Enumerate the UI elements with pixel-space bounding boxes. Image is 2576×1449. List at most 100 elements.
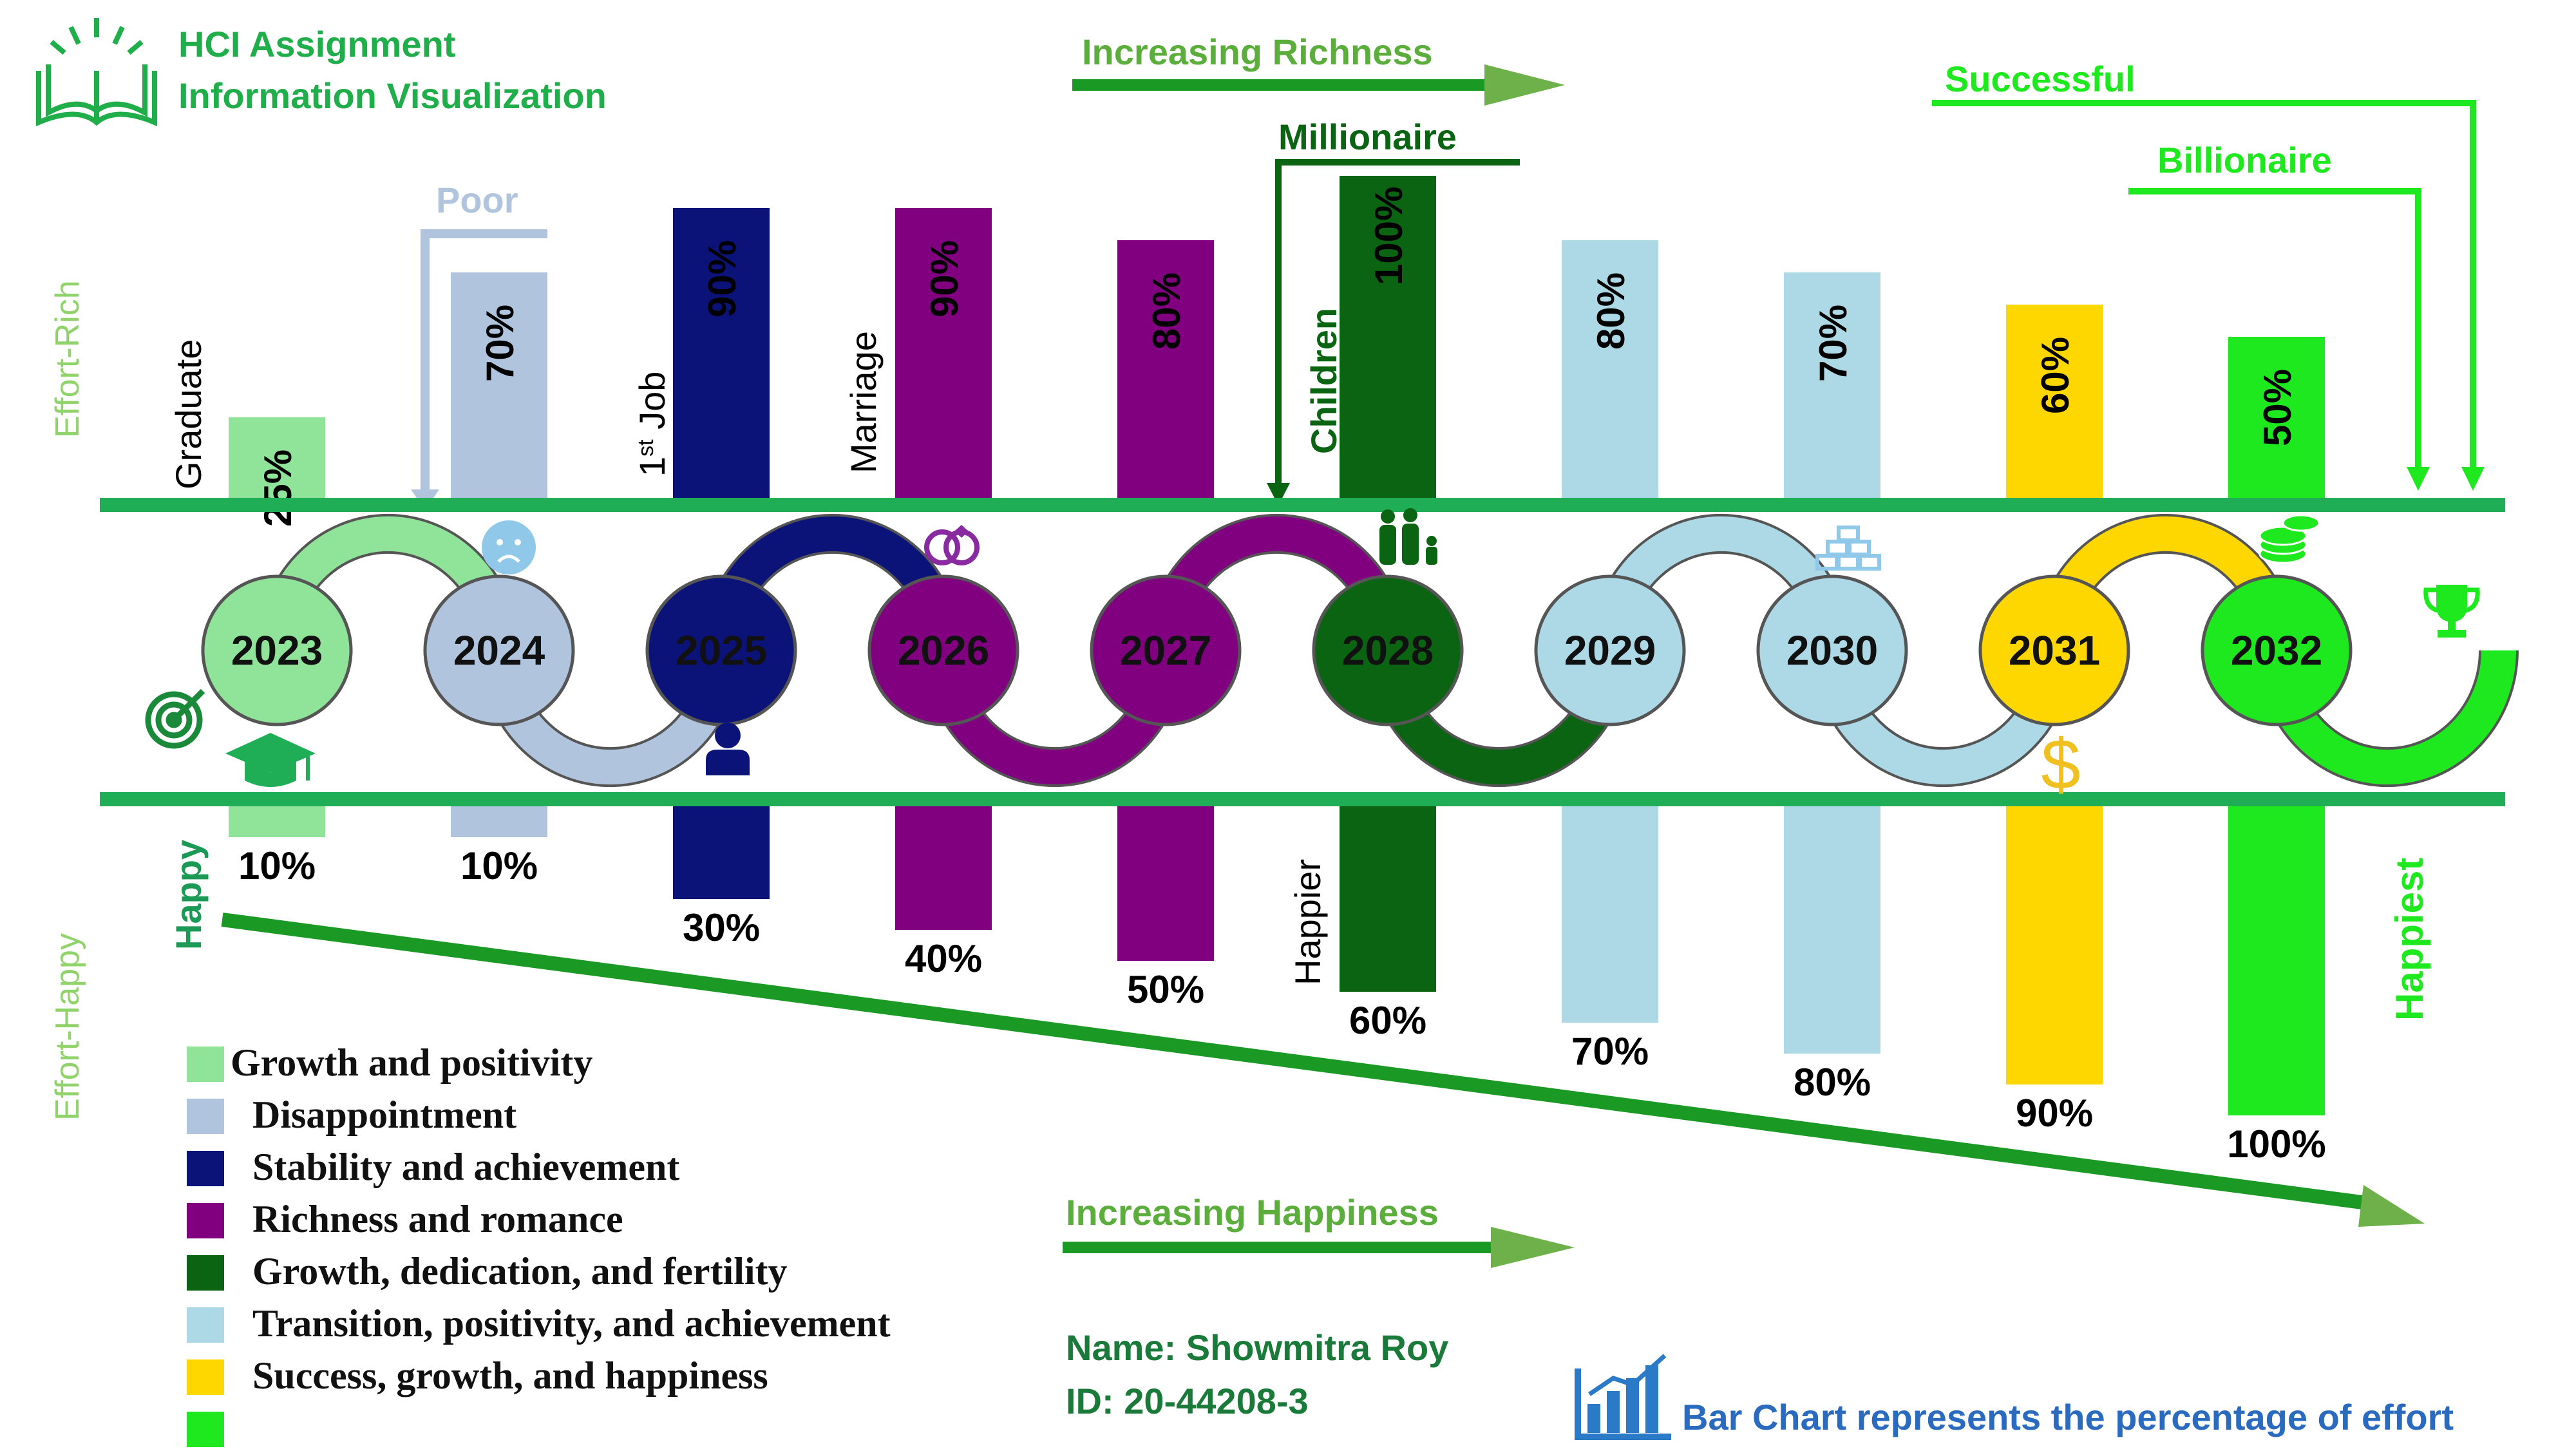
billionaire-label: Billionaire: [2157, 140, 2332, 180]
bars-top: 25% 70% 90% 90% 80% 100% 80% 70% 60% 50%: [229, 176, 2325, 527]
first-job-label: 1st Job: [632, 372, 672, 477]
footer-id: ID: 20-44208-3: [1066, 1381, 1309, 1421]
legend-label: Stability and achievement: [252, 1146, 679, 1188]
year-label: 2031: [2009, 627, 2100, 674]
bottom-bar: [2228, 806, 2325, 1115]
year-label: 2032: [2231, 627, 2322, 674]
bottom-bar: [673, 806, 770, 899]
legend-label: Success, growth, and happiness: [252, 1354, 768, 1397]
top-bar-label: 90%: [701, 240, 744, 317]
legend-label: Growth, dedication, and fertility: [252, 1250, 788, 1293]
bottom-bar-label: 30%: [683, 906, 760, 949]
axis-label-bottom: Effort-Happy: [49, 933, 86, 1121]
bottom-divider-line: [100, 792, 2505, 806]
year-label: 2025: [676, 627, 767, 674]
bars-bottom: 10% 10% 30% 40% 50% 60% 70% 80% 90% 100%: [229, 806, 2326, 1166]
increasing-happiness-arrow: [1063, 1227, 1575, 1268]
year-circles: 2023 2024 2025 2026 2027 2028 2029 2030 2031 2032: [201, 574, 2353, 726]
year-label: 2027: [1120, 627, 1211, 674]
millionaire-label: Millionaire: [1278, 117, 1457, 157]
top-bar: [895, 208, 992, 498]
top-bar-label: 80%: [1589, 272, 1633, 350]
bottom-bar-label: 90%: [2016, 1092, 2093, 1135]
successful-arrowhead: [2461, 467, 2485, 491]
legend-swatch: [187, 1307, 224, 1343]
year-label: 2029: [1564, 627, 1656, 674]
sad-face-icon: [482, 520, 536, 574]
top-bar: [673, 208, 770, 498]
top-divider-line: [100, 498, 2505, 512]
increasing-richness-arrow: [1072, 64, 1565, 106]
graduate-label: Graduate: [168, 339, 209, 490]
graduation-cap-icon: [225, 733, 316, 787]
year-circle: [1312, 574, 1464, 726]
top-bar: [1562, 240, 1658, 498]
top-bar: [451, 272, 547, 498]
year-circle: [1090, 574, 1242, 726]
top-bar-label: 80%: [1145, 272, 1188, 350]
bottom-bar-label: 60%: [1349, 999, 1426, 1042]
top-bar-label: 100%: [1367, 187, 1410, 285]
target-icon: [145, 688, 205, 749]
bottom-bar: [2006, 806, 2103, 1084]
legend-label: Disappointment: [252, 1094, 516, 1136]
legend-swatch: [187, 1412, 224, 1447]
header-title-line2: Information Visualization: [178, 75, 607, 116]
legend-label: Growth and positivity: [231, 1041, 592, 1084]
marriage-label: Marriage: [843, 331, 884, 473]
happier-label: Happier: [1287, 859, 1328, 985]
top-bar: [1784, 272, 1880, 498]
businessman-icon: [706, 723, 750, 775]
children-label: Children: [1303, 308, 1344, 454]
bottom-bar: [229, 806, 325, 837]
poor-label: Poor: [436, 180, 518, 220]
successful-label: Successful: [1945, 59, 2136, 99]
top-bar-label: 70%: [1812, 305, 1855, 382]
happiness-trend-arrow: [221, 913, 2425, 1227]
footer-name: Name: Showmitra Roy: [1066, 1327, 1448, 1368]
legend-swatch: [187, 1255, 224, 1291]
bottom-bar: [451, 806, 547, 837]
legend-label: Richness and romance: [252, 1198, 623, 1240]
year-label: 2026: [898, 627, 989, 674]
year-label: 2024: [453, 627, 545, 674]
top-bar: [2228, 337, 2325, 498]
successful-marker: [1932, 100, 2476, 473]
family-icon: [1379, 508, 1437, 565]
top-bar: [1117, 240, 1214, 498]
bottom-bar: [1562, 806, 1658, 1023]
year-circle: [2201, 574, 2353, 726]
dollar-icon: $: [2041, 725, 2080, 804]
top-bar-label: 25%: [256, 450, 299, 527]
bottom-bar-label: 50%: [1127, 968, 1204, 1011]
top-bar: [229, 417, 325, 498]
poor-marker: [421, 229, 547, 496]
happy-label: Happy: [168, 840, 209, 950]
header-title-line1: HCI Assignment: [178, 24, 455, 64]
book-icon: [36, 18, 157, 126]
gold-bars-icon: [1815, 526, 1881, 571]
year-label: 2030: [1786, 627, 1878, 674]
bottom-bar: [1340, 806, 1436, 992]
bottom-bar: [895, 806, 992, 930]
millionaire-arrowhead: [1267, 483, 1290, 506]
year-circle: [423, 574, 575, 726]
rings-icon: [924, 525, 980, 565]
legend-swatch: [187, 1359, 224, 1395]
footer-note: Bar Chart represents the percentage of e…: [1682, 1397, 2454, 1437]
top-bar: [1340, 176, 1436, 498]
bottom-bar-label: 10%: [238, 844, 316, 887]
legend-swatch: [187, 1151, 224, 1186]
top-bar-label: 50%: [2256, 369, 2299, 446]
happiest-label: Happiest: [2388, 858, 2431, 1021]
increasing-happiness-label: Increasing Happiness: [1066, 1192, 1439, 1233]
legend: Growth and positivity Disappointment Stabi…: [187, 1041, 891, 1447]
bottom-bar-label: 10%: [460, 844, 538, 887]
legend-swatch: [187, 1099, 224, 1134]
axis-label-top: Effort-Rich: [49, 280, 86, 438]
billionaire-arrowhead: [2407, 467, 2430, 491]
billionaire-marker: [2128, 188, 2421, 473]
year-label: 2023: [231, 627, 323, 674]
bottom-bar-label: 70%: [1571, 1030, 1649, 1073]
